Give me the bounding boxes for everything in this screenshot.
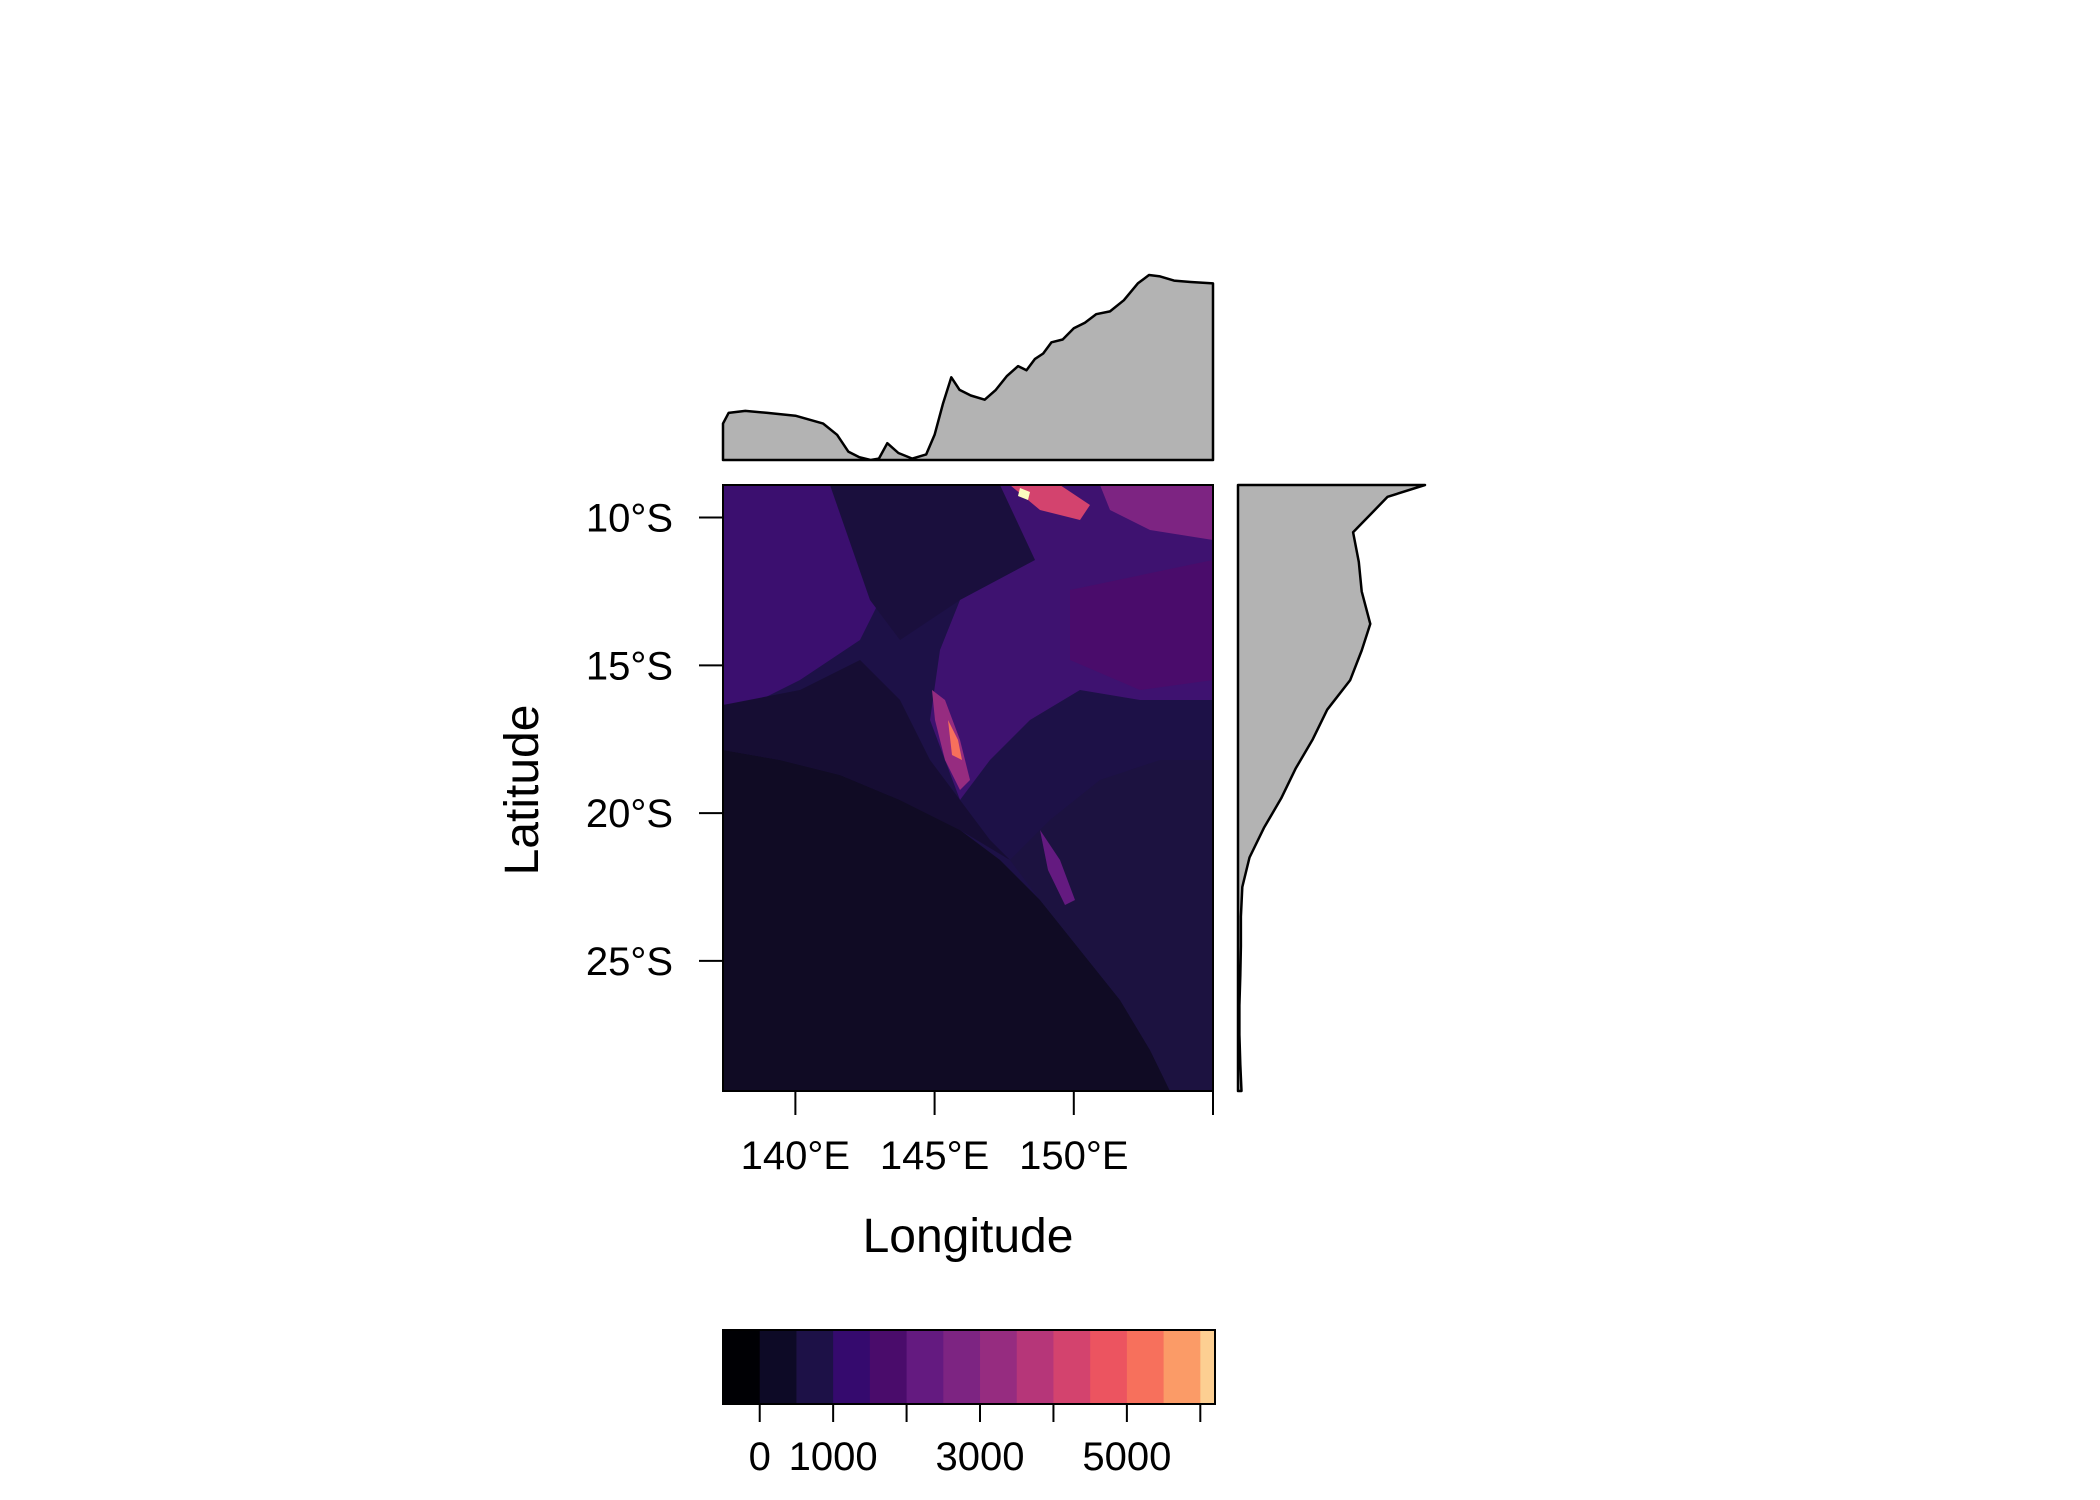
colorbar-tick-label: 5000 — [1082, 1435, 1171, 1479]
ridge-peak-north — [1018, 488, 1030, 500]
x-axis: 140°E 145°E 150°E — [741, 1091, 1214, 1178]
colorbar-swatch — [869, 1330, 908, 1404]
colorbar-swatch — [1053, 1330, 1091, 1404]
region-tasman — [1010, 760, 1213, 1091]
y-tick-label: 10°S — [586, 497, 673, 541]
map-raster — [723, 485, 1213, 1091]
colorbar-swatch — [943, 1330, 981, 1404]
colorbar-swatch — [1126, 1330, 1165, 1404]
region-north-ridge — [1100, 485, 1213, 540]
ridge-peak-central — [948, 720, 962, 760]
top-marginal-profile — [721, 273, 1215, 462]
x-tick-label: 140°E — [741, 1134, 850, 1178]
colorbar-swatch — [1200, 1330, 1216, 1404]
region-deep-sea — [1070, 560, 1213, 690]
colorbar: 0 1000 3000 5000 — [722, 1329, 1216, 1479]
colorbar-swatch — [1090, 1330, 1128, 1404]
colorbar-swatch — [833, 1330, 871, 1404]
y-axis-title: Latitude — [496, 705, 549, 876]
map-frame — [722, 484, 1214, 1092]
colorbar-tick-label: 1000 — [789, 1435, 878, 1479]
y-tick-label: 15°S — [586, 644, 673, 688]
top-profile-area — [721, 273, 1215, 462]
colorbar-swatch — [759, 1330, 798, 1404]
elevation-map — [722, 484, 1214, 1092]
right-marginal-profile — [1236, 483, 1427, 1093]
right-profile-area — [1236, 483, 1427, 1093]
colorbar-swatch — [906, 1330, 944, 1404]
region-cape-york — [830, 485, 1040, 640]
colorbar-swatch — [1163, 1330, 1201, 1404]
x-axis-title: Longitude — [863, 1210, 1074, 1263]
colorbar-swatch — [723, 1330, 761, 1404]
ridge-highlight-south — [1040, 830, 1075, 905]
x-tick-label: 145°E — [880, 1134, 989, 1178]
ridge-highlight-north — [1010, 485, 1090, 520]
region-midland — [723, 660, 1010, 860]
region-inland — [723, 750, 1170, 1091]
colorbar-swatch — [1016, 1330, 1055, 1404]
colorbar-swatch — [980, 1330, 1018, 1404]
y-tick-label: 20°S — [586, 792, 673, 836]
y-tick-label: 25°S — [586, 940, 673, 984]
colorbar-swatch — [796, 1330, 834, 1404]
colorbar-tick-label: 3000 — [936, 1435, 1025, 1479]
colorbar-tick-label: 0 — [749, 1435, 771, 1479]
colorbar-frame — [722, 1329, 1216, 1405]
y-axis: 10°S 15°S 20°S 25°S — [586, 497, 723, 984]
x-tick-label: 150°E — [1019, 1134, 1128, 1178]
